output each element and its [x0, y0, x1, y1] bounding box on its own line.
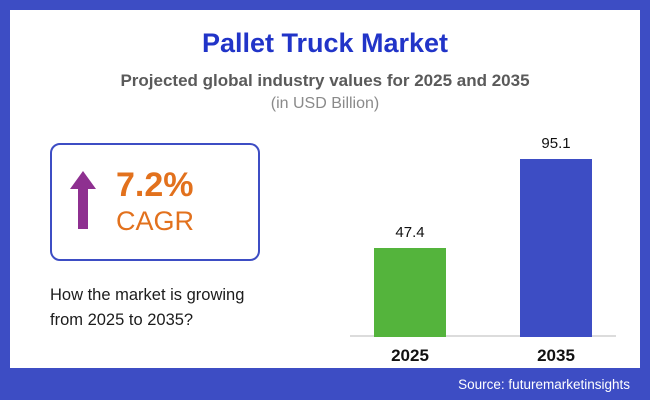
- bar-group-2035: 95.1 2035: [520, 135, 592, 368]
- bar-group-2025: 47.4 2025: [374, 224, 446, 368]
- cagr-box: 7.2% CAGR: [50, 143, 260, 261]
- question-text: How the market is growing from 2025 to 2…: [50, 286, 245, 329]
- cagr-text: 7.2% CAGR: [116, 166, 194, 237]
- bar-2035: [520, 159, 592, 337]
- content-area: 7.2% CAGR How the market is growing from…: [10, 127, 640, 368]
- bar-value-2035: 95.1: [541, 135, 571, 152]
- growth-up-arrow-icon: [68, 169, 102, 236]
- bar-label-2035: 2035: [537, 346, 575, 365]
- chart-baseline: [350, 335, 616, 337]
- bar-2025: [374, 248, 446, 337]
- up-arrow-shape: [70, 170, 96, 229]
- cagr-value: 7.2%: [116, 166, 194, 205]
- unit-note: (in USD Billion): [270, 95, 380, 112]
- bar-label-2025: 2025: [391, 346, 429, 365]
- cagr-section: 7.2% CAGR How the market is growing from…: [50, 127, 300, 368]
- bar-chart: 47.4 2025 95.1 2035: [350, 131, 616, 368]
- infographic-card: Pallet Truck Market Projected global ind…: [10, 10, 640, 368]
- bar-value-2025: 47.4: [395, 224, 425, 241]
- source-bar: Source: futuremarketinsights: [10, 368, 640, 400]
- subtitle: Projected global industry values for 202…: [120, 71, 530, 90]
- source-text: Source: futuremarketinsights: [458, 376, 630, 392]
- page-title: Pallet Truck Market: [201, 28, 449, 58]
- cagr-label: CAGR: [116, 206, 195, 237]
